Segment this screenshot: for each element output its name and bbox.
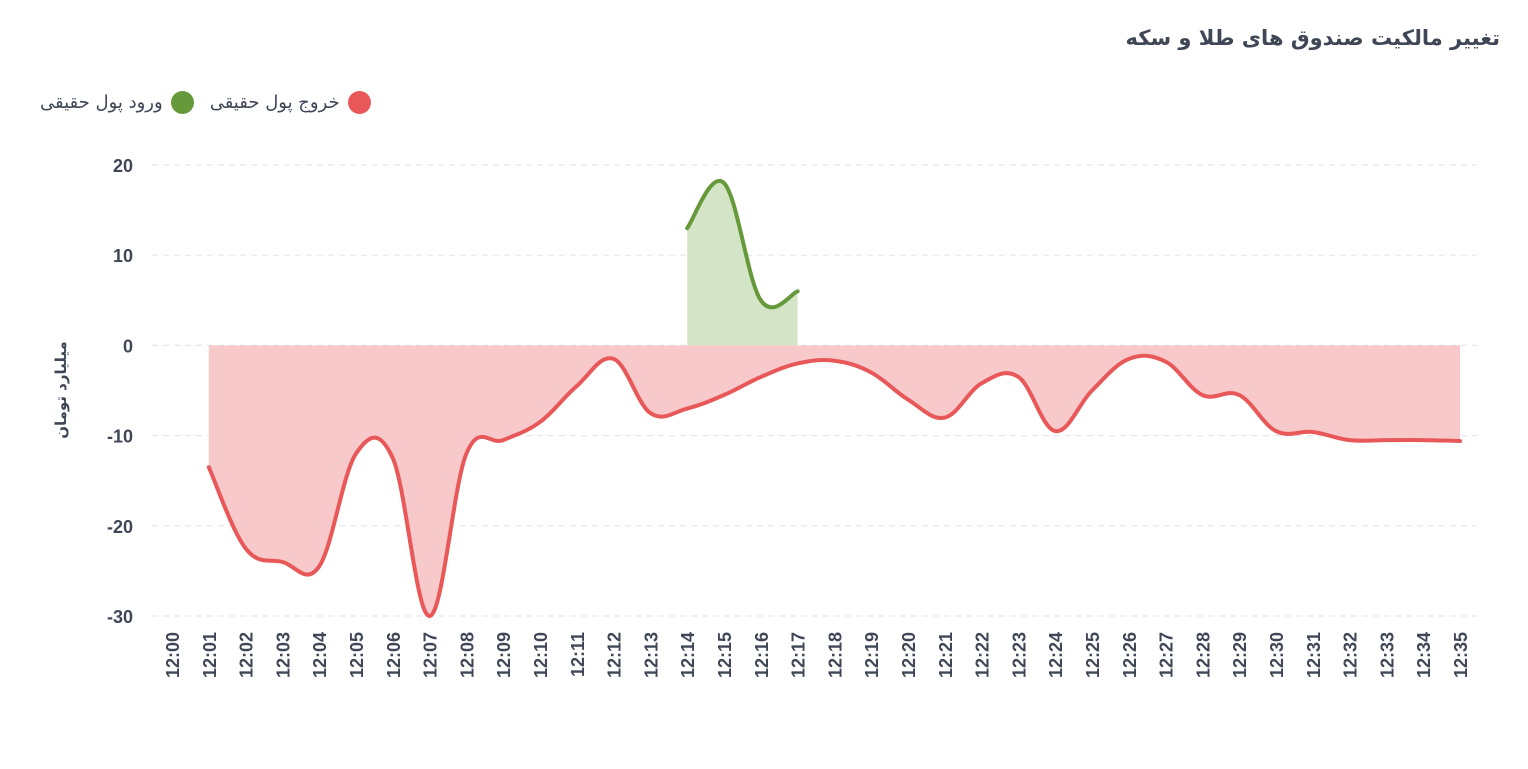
x-tick-label: 12:27 [1157, 632, 1177, 678]
x-tick-label: 12:07 [421, 632, 441, 678]
x-tick-label: 12:03 [273, 632, 293, 678]
legend-marker-inflow [170, 91, 194, 114]
x-tick-label: 12:21 [936, 632, 956, 678]
x-tick-label: 12:12 [605, 632, 625, 678]
x-tick-label: 12:13 [641, 632, 661, 678]
x-tick-label: 12:14 [678, 632, 698, 678]
x-tick-label: 12:29 [1230, 632, 1250, 678]
x-tick-label: 12:23 [1009, 632, 1029, 678]
x-tick-label: 12:11 [568, 632, 588, 677]
x-tick-label: 12:32 [1341, 632, 1361, 678]
x-tick-label: 12:22 [973, 632, 993, 678]
x-tick-label: 12:05 [347, 632, 367, 678]
y-axis-title: میلیارد تومان [52, 341, 70, 439]
series-line-0[interactable] [685, 178, 800, 310]
x-tick-label: 12:09 [494, 632, 514, 678]
x-tick-label: 12:02 [237, 632, 257, 678]
x-tick-label: 12:06 [384, 632, 404, 678]
series-line-1[interactable] [206, 353, 1462, 618]
x-tick-label: 12:01 [200, 632, 220, 678]
legend-item-inflow[interactable]: ورود پول حقیقی [40, 91, 194, 114]
legend-label-outflow: خروج پول حقیقی [209, 92, 340, 113]
series-lines [206, 178, 1462, 618]
x-tick-label: 12:34 [1414, 632, 1434, 678]
x-tick-label: 12:15 [715, 632, 735, 678]
y-tick-label: 10 [113, 246, 133, 266]
x-tick-label: 12:33 [1377, 632, 1397, 678]
x-tick-label: 12:18 [825, 632, 845, 678]
x-tick-label: 12:30 [1267, 632, 1287, 678]
x-tick-label: 12:35 [1451, 632, 1471, 678]
y-tick-label: -30 [107, 607, 133, 627]
legend-label-inflow: ورود پول حقیقی [40, 92, 163, 113]
x-tick-label: 12:24 [1046, 632, 1066, 678]
y-tick-label: -10 [107, 427, 133, 447]
x-tick-label: 12:19 [862, 632, 882, 678]
x-tick-label: 12:28 [1193, 632, 1213, 678]
y-axis-ticks: 20 10 0 -10 -20 -30 [107, 156, 133, 627]
x-tick-label: 12:10 [531, 632, 551, 678]
x-tick-label: 12:04 [310, 632, 330, 678]
x-tick-label: 12:25 [1083, 632, 1103, 678]
x-tick-label: 12:16 [752, 632, 772, 678]
y-tick-label: -20 [107, 517, 133, 537]
x-axis-ticks: 12:00 12:01 12:02 12:03 12:04 12:05 12:06 12:07… [163, 632, 1471, 678]
series-areas [208, 180, 1460, 617]
x-tick-label: 12:26 [1120, 632, 1140, 678]
x-tick-label: 12:00 [163, 632, 183, 678]
x-tick-label: 12:17 [789, 632, 809, 678]
series-area-0 [687, 180, 798, 346]
x-tick-label: 12:20 [899, 632, 919, 678]
legend-marker-outflow [347, 91, 371, 114]
chart-legend: ورود پول حقیقی خروج پول حقیقی [32, 91, 379, 114]
y-tick-label: 0 [123, 336, 133, 356]
y-tick-label: 20 [113, 156, 133, 176]
legend-item-outflow[interactable]: خروج پول حقیقی [210, 91, 371, 114]
x-tick-label: 12:31 [1304, 632, 1324, 678]
series-area-1 [208, 345, 1460, 617]
chart-title: تغییر مالکیت صندوق های طلا و سکه [1125, 26, 1501, 50]
x-tick-label: 12:08 [457, 632, 477, 678]
